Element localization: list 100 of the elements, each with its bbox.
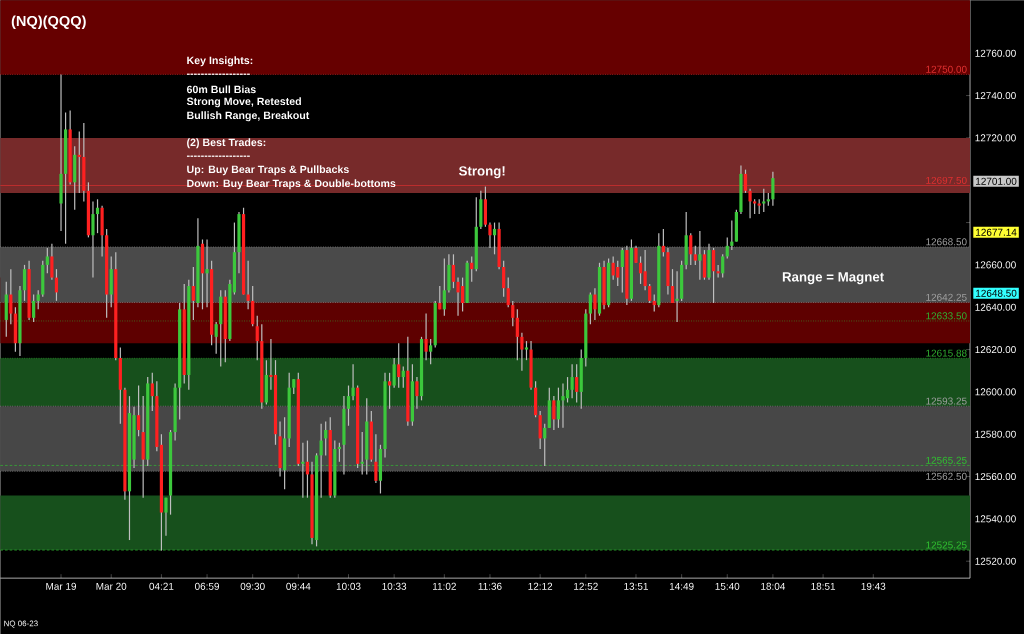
candlestick bbox=[506, 276, 510, 308]
candlestick bbox=[670, 268, 675, 304]
x-tick-label: 19:43 bbox=[861, 582, 886, 590]
candlestick bbox=[575, 363, 579, 403]
annotation: Range = Magnet bbox=[782, 272, 884, 285]
candlestick bbox=[442, 257, 446, 317]
annotation: Strong Move, Retested bbox=[186, 97, 301, 108]
x-tick-label: Mar 19 bbox=[46, 582, 77, 590]
candlestick bbox=[397, 342, 401, 389]
candlestick bbox=[675, 270, 679, 323]
candlestick bbox=[488, 221, 492, 249]
candlestick bbox=[538, 410, 542, 450]
x-tick-label: 06:59 bbox=[194, 582, 220, 590]
x-tick-label: 10:33 bbox=[382, 582, 407, 590]
ref-line-label: 12525.25 bbox=[926, 541, 967, 549]
candlestick bbox=[346, 384, 351, 427]
x-tick-label: 09:44 bbox=[286, 582, 311, 590]
candlestick bbox=[616, 260, 620, 287]
y-tick-label: 12560.00 bbox=[975, 472, 1016, 481]
x-tick-label: 11:02 bbox=[433, 582, 456, 590]
candlestick bbox=[648, 283, 652, 304]
candlestick bbox=[401, 365, 405, 389]
x-tick-label: 18:04 bbox=[761, 582, 786, 590]
x-tick-label: 15:40 bbox=[715, 582, 740, 590]
candlestick bbox=[570, 363, 574, 399]
y-tick-label: 12660.00 bbox=[975, 261, 1016, 269]
candlestick bbox=[643, 249, 647, 291]
candlestick bbox=[456, 276, 460, 317]
text: (NQ)(QQQ) bbox=[11, 15, 86, 30]
candlestick bbox=[246, 260, 250, 310]
candlestick bbox=[511, 300, 515, 327]
annotation: Key Insights: bbox=[187, 56, 253, 67]
candlestick bbox=[689, 232, 693, 266]
annotation: ------------------ bbox=[186, 155, 250, 157]
candlestick bbox=[556, 386, 561, 429]
candlestick bbox=[502, 260, 506, 298]
candlestick bbox=[451, 253, 456, 289]
candlestick bbox=[524, 340, 529, 361]
candlestick bbox=[251, 285, 255, 327]
candlestick bbox=[205, 238, 209, 308]
candlestick bbox=[762, 188, 766, 213]
candlestick bbox=[214, 321, 218, 355]
candlestick bbox=[748, 188, 752, 219]
ref-line-label: 12668.50 bbox=[926, 238, 967, 246]
candlestick bbox=[50, 243, 54, 281]
x-tick-label: 09:30 bbox=[240, 582, 265, 590]
candlestick bbox=[36, 289, 40, 310]
y-tick-label: 12520.00 bbox=[975, 557, 1016, 565]
x-tick-label: 04:21 bbox=[149, 582, 174, 590]
ref-line-label: 12565.25 bbox=[926, 456, 967, 464]
candlestick bbox=[45, 247, 49, 274]
candlestick bbox=[661, 228, 665, 257]
candlestick bbox=[702, 249, 707, 281]
candlestick bbox=[137, 384, 141, 437]
annotation: (2) Best Trades: bbox=[187, 138, 266, 149]
text: 12677.14 bbox=[976, 228, 1017, 236]
candlestick bbox=[711, 247, 716, 304]
x-tick-label: Mar 20 bbox=[96, 582, 127, 590]
candlestick bbox=[91, 200, 95, 279]
candlestick bbox=[743, 168, 748, 194]
candlestick bbox=[470, 255, 474, 283]
candlestick bbox=[552, 395, 556, 431]
candlestick bbox=[588, 291, 592, 325]
candlestick bbox=[387, 372, 392, 410]
candlestick bbox=[620, 247, 624, 293]
candlestick bbox=[771, 171, 775, 207]
ref-line-label: 12562.50 bbox=[926, 472, 967, 480]
annotation: Down: Buy Bear Traps & Double-bottoms bbox=[187, 179, 396, 190]
ref-line-label: 12633.50 bbox=[926, 312, 967, 320]
ref-line-label: 12642.25 bbox=[926, 293, 967, 301]
candlestick bbox=[392, 357, 396, 389]
y-tick-label: 12620.00 bbox=[975, 345, 1016, 354]
candlestick bbox=[593, 287, 597, 321]
y-tick-label: 12580.00 bbox=[975, 430, 1016, 438]
annotation: ------------------ bbox=[186, 73, 250, 75]
candlestick bbox=[22, 264, 27, 302]
x-tick-label: 18:51 bbox=[811, 582, 836, 590]
candlestick bbox=[520, 331, 524, 372]
ref-line-label: 12615.88 bbox=[926, 349, 967, 357]
candlestick bbox=[32, 293, 36, 323]
text: 12648.50 bbox=[976, 289, 1017, 297]
x-tick-label: 14:49 bbox=[669, 582, 694, 590]
candlestick bbox=[698, 230, 702, 281]
x-tick-label: 13:51 bbox=[624, 582, 648, 590]
ref-line-label: 12697.50 bbox=[926, 176, 967, 184]
candlestick bbox=[374, 433, 378, 484]
x-tick-label: 12:12 bbox=[528, 582, 553, 590]
candlestick bbox=[561, 382, 565, 429]
x-tick-label: 11:36 bbox=[478, 582, 502, 590]
annotation: Strong! bbox=[458, 166, 505, 179]
candlestick bbox=[693, 245, 697, 266]
y-tick-label: 12640.00 bbox=[975, 303, 1016, 311]
candlestick bbox=[164, 497, 168, 537]
annotation: Bullish Range, Breakout bbox=[187, 111, 310, 122]
candlestick bbox=[415, 376, 419, 410]
candlestick bbox=[424, 312, 428, 361]
candlestick bbox=[429, 338, 433, 365]
y-tick-label: 12760.00 bbox=[975, 49, 1016, 57]
text: 12701.00 bbox=[976, 177, 1017, 185]
candlestick bbox=[255, 315, 259, 361]
